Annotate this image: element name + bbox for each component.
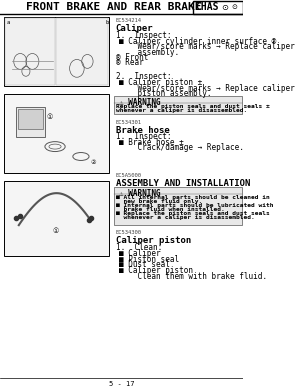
Bar [16, 107, 44, 137]
Text: 5 - 17: 5 - 17 [109, 381, 134, 387]
Text: FRONT BRAKE AND REAR BRAKE: FRONT BRAKE AND REAR BRAKE [26, 2, 201, 12]
Text: Crack/damage → Replace.: Crack/damage → Replace. [119, 143, 244, 152]
Bar [5, 18, 55, 85]
Text: Wear/score marks → Replace caliper: Wear/score marks → Replace caliper [119, 42, 295, 51]
Text: ②: ② [91, 161, 96, 165]
Text: Clean them with brake fluid.: Clean them with brake fluid. [119, 272, 267, 281]
Bar [0, 0, 243, 14]
Text: EC5A5000: EC5A5000 [116, 173, 142, 178]
Text: CHAS: CHAS [196, 2, 219, 12]
Text: 2.  Inspect:: 2. Inspect: [116, 72, 171, 81]
Text: Caliper: Caliper [116, 24, 153, 33]
Text: ⚠ WARNING: ⚠ WARNING [119, 98, 160, 107]
Text: ® Rear: ® Rear [116, 59, 143, 68]
Bar [18, 109, 43, 129]
Bar [114, 187, 242, 225]
Text: piston assembly.: piston assembly. [119, 89, 212, 98]
Text: ■ Replace the piston seals and dust seals: ■ Replace the piston seals and dust seal… [116, 211, 269, 216]
Text: ⊙: ⊙ [231, 4, 237, 10]
Bar [4, 181, 109, 256]
Text: ® Front: ® Front [116, 54, 148, 62]
Text: whenever a caliper is disassembled.: whenever a caliper is disassembled. [116, 215, 254, 220]
Text: ■ Caliper piston ±: ■ Caliper piston ± [119, 78, 202, 87]
Text: ■ Brake hose ±: ■ Brake hose ± [119, 138, 184, 147]
Text: Caliper piston: Caliper piston [116, 236, 191, 245]
Text: ■ Piston seal: ■ Piston seal [119, 255, 179, 263]
Text: ■ Caliper cylinder inner surface ®: ■ Caliper cylinder inner surface ® [119, 36, 276, 46]
Text: a: a [7, 20, 10, 25]
Text: ■ Dust seal: ■ Dust seal [119, 260, 170, 270]
Bar [4, 17, 109, 86]
Text: ASSEMBLY AND INSTALLATION: ASSEMBLY AND INSTALLATION [116, 179, 250, 188]
Text: whenever a caliper is disassembled.: whenever a caliper is disassembled. [116, 109, 247, 113]
Text: ⊙: ⊙ [221, 3, 229, 12]
Text: ■ All internal parts should be cleaned in: ■ All internal parts should be cleaned i… [116, 195, 269, 200]
Text: ■ Caliper piston: ■ Caliper piston [119, 267, 193, 275]
Text: 1.  Inspect:: 1. Inspect: [116, 132, 171, 141]
Text: ■ Caliper: ■ Caliper [119, 249, 160, 258]
Text: 1.  Clean:: 1. Clean: [116, 242, 162, 252]
Bar [193, 1, 243, 14]
Bar [56, 18, 109, 85]
Text: Brake hose: Brake hose [116, 126, 169, 135]
Text: b: b [105, 20, 109, 25]
Text: Wear/score marks → Replace caliper: Wear/score marks → Replace caliper [119, 84, 295, 93]
Bar [114, 96, 242, 114]
Text: 1.  Inspect:: 1. Inspect: [116, 31, 171, 40]
Text: ⚠ WARNING: ⚠ WARNING [119, 189, 160, 198]
Text: Replace the piston seals and dust seals ±: Replace the piston seals and dust seals … [116, 104, 269, 109]
Text: assembly.: assembly. [119, 48, 179, 57]
Text: ①: ① [52, 228, 59, 234]
Text: ①: ① [46, 114, 52, 120]
Text: ■ Internal parts should be lubricated with: ■ Internal parts should be lubricated wi… [116, 203, 273, 208]
Text: EC534301: EC534301 [116, 120, 142, 125]
Text: EC534214: EC534214 [116, 18, 142, 23]
Bar [4, 94, 109, 173]
Text: EC534300: EC534300 [116, 230, 142, 235]
Text: brake fluid when installed.: brake fluid when installed. [116, 207, 224, 212]
Text: new brake fluid only.: new brake fluid only. [116, 199, 202, 204]
